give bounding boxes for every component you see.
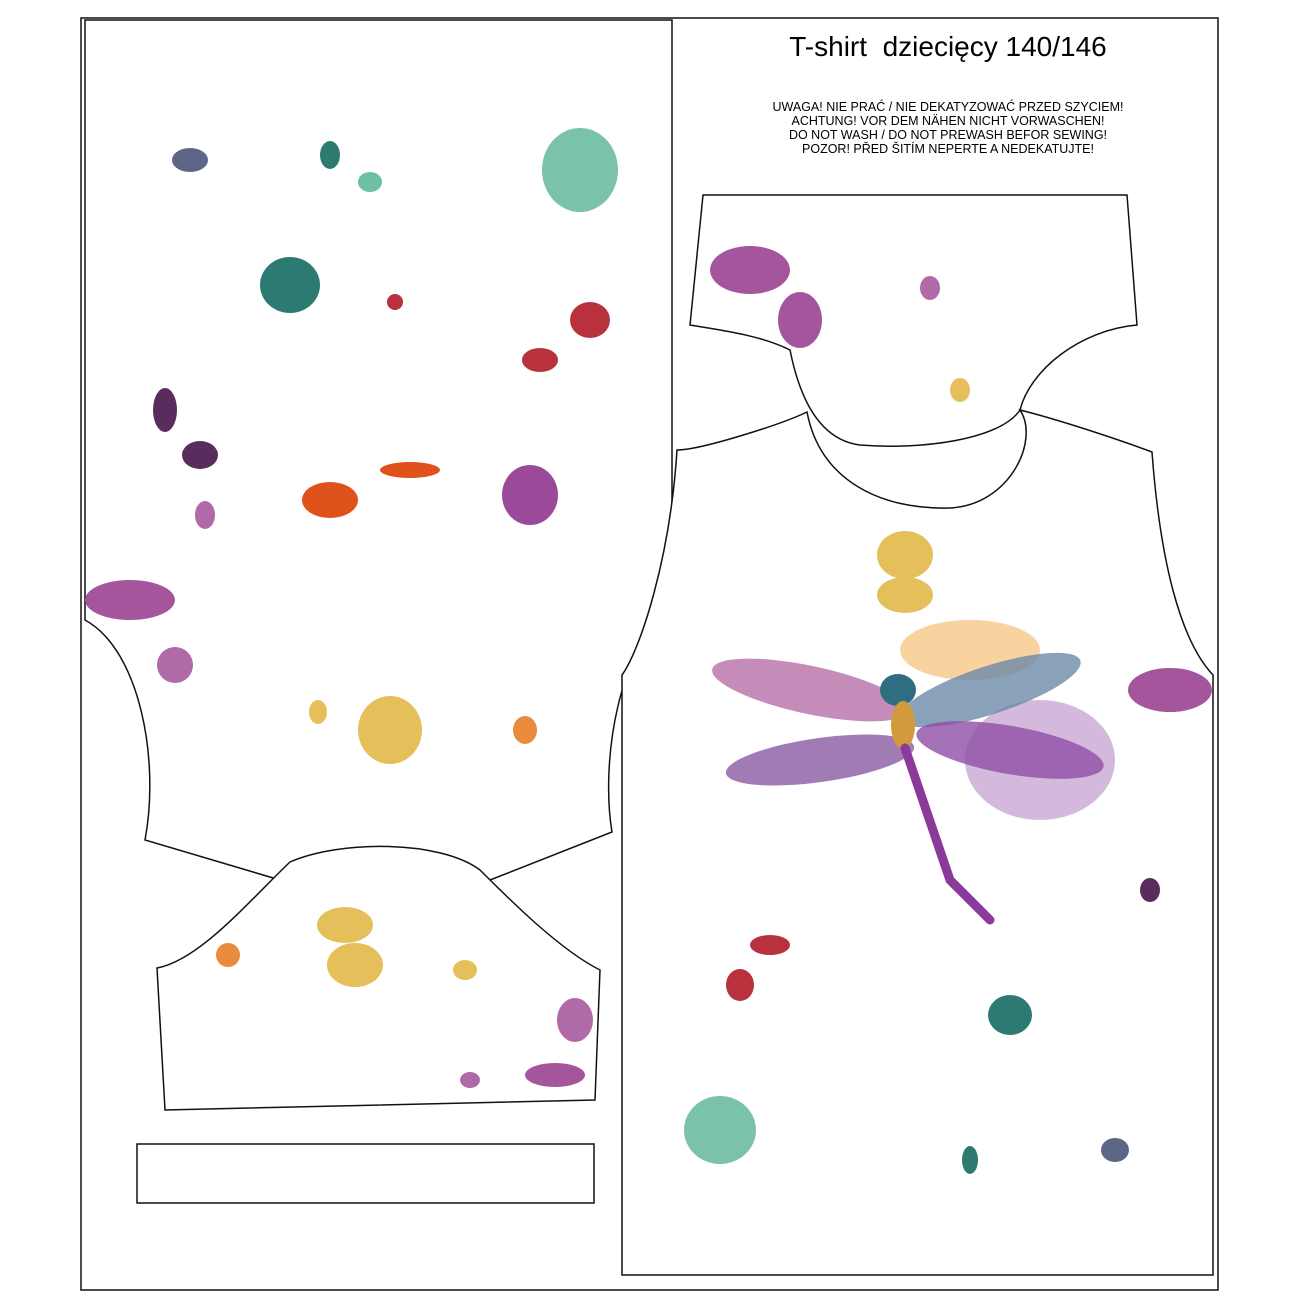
- notice-line: ACHTUNG! VOR DEM NÄHEN NICHT VORWASCHEN!: [792, 114, 1105, 128]
- sleeve-piece: [156, 845, 601, 1111]
- second-sleeve-piece: [689, 194, 1138, 447]
- notice-line: UWAGA! NIE PRAĆ / NIE DEKATYZOWAĆ PRZED …: [773, 99, 1124, 114]
- front-piece: [621, 408, 1214, 1276]
- title: T-shirt dziecięcy 140/146: [789, 31, 1107, 62]
- dragonfly-illustration: [712, 652, 1104, 925]
- neck-band: [136, 1143, 595, 1204]
- notice-line: DO NOT WASH / DO NOT PREWASH BEFOR SEWIN…: [789, 128, 1107, 142]
- notice-line: POZOR! PŘED ŠITÍM NEPERTE A NEDEKATUJTE!: [802, 141, 1094, 156]
